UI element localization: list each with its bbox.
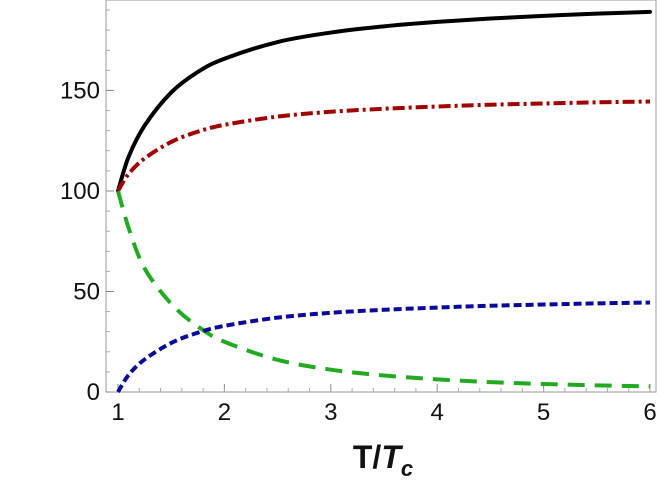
x-tick-label: 5 bbox=[537, 399, 550, 426]
x-axis-title-italic: T bbox=[381, 439, 403, 475]
series-line-1 bbox=[116, 9, 652, 193]
y-tick-label: 0 bbox=[87, 379, 100, 406]
series-line-3 bbox=[116, 190, 651, 389]
series-line-4 bbox=[116, 300, 651, 394]
plot-frame bbox=[105, 0, 657, 393]
x-tick-label: 1 bbox=[111, 399, 124, 426]
y-tick-label: 150 bbox=[60, 77, 100, 104]
tick-labels: 1 2 3 4 5 6 0 50 100 150 bbox=[60, 77, 657, 426]
axis-ticks bbox=[106, 9, 651, 393]
y-tick-label: 100 bbox=[60, 178, 100, 205]
x-tick-label: 4 bbox=[431, 399, 444, 426]
x-tick-label: 2 bbox=[218, 399, 231, 426]
x-axis-title: T/Tc bbox=[353, 439, 413, 481]
y-tick-label: 50 bbox=[73, 278, 100, 305]
series-layer bbox=[116, 9, 652, 394]
series-line-2 bbox=[116, 99, 651, 193]
x-tick-label: 3 bbox=[324, 399, 337, 426]
x-axis-title-main: T/ bbox=[353, 439, 382, 475]
x-tick-label: 6 bbox=[643, 399, 656, 426]
x-axis-title-subscript: c bbox=[401, 456, 413, 481]
